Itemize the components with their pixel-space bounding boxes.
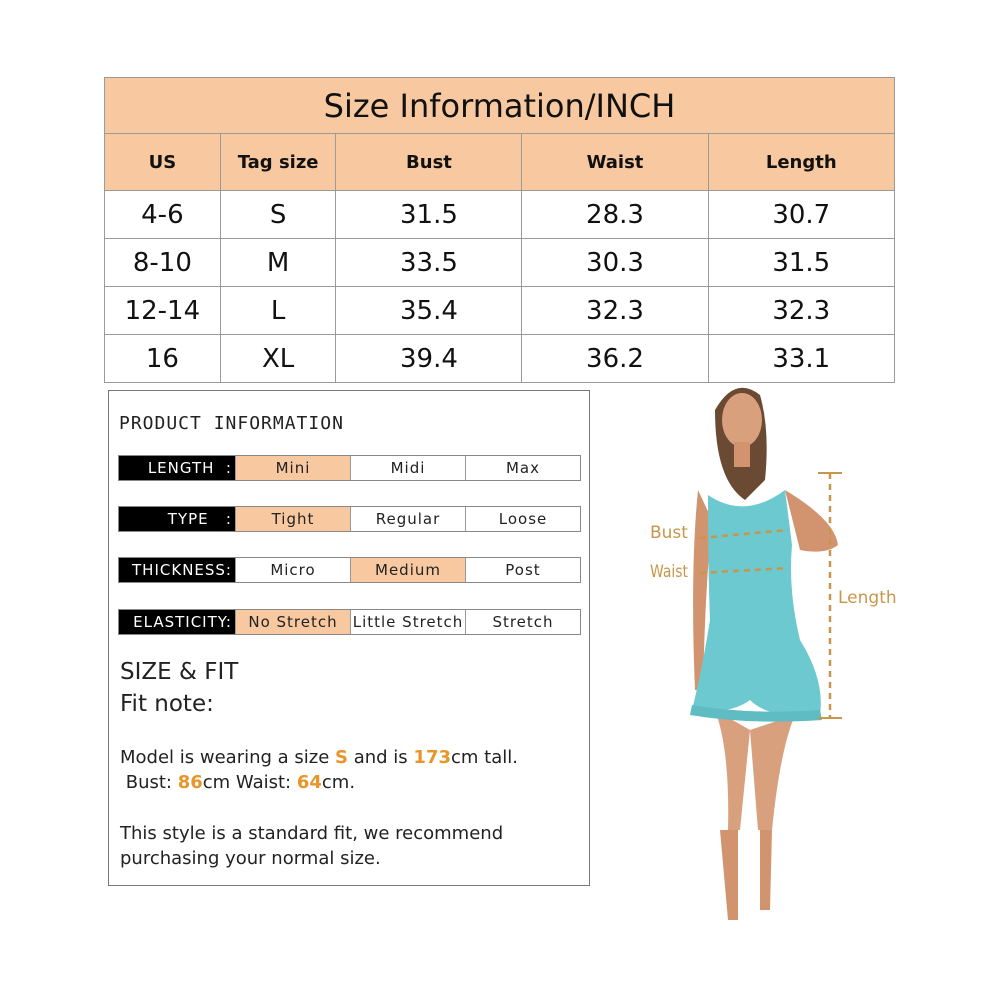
- table-cell: 16: [104, 334, 221, 383]
- table-cell: XL: [219, 334, 337, 383]
- column-header: Bust: [335, 133, 523, 191]
- column-header: US: [104, 133, 221, 191]
- table-cell: 32.3: [707, 286, 896, 335]
- column-header: Length: [707, 133, 896, 191]
- attribute-option: Little Stretch: [350, 610, 465, 634]
- table-cell: 30.7: [707, 190, 896, 239]
- attribute-option: Regular: [350, 507, 465, 531]
- attribute-option: Medium: [350, 558, 465, 582]
- size-fit-title: SIZE & FIT: [120, 659, 239, 685]
- waist-label: Waist: [650, 562, 688, 582]
- attribute-option: Midi: [350, 456, 465, 480]
- table-cell: 36.2: [521, 334, 709, 383]
- table-cell: 33.1: [707, 334, 896, 383]
- table-cell: 30.3: [521, 238, 709, 287]
- measure-lines: [699, 473, 832, 718]
- model-line-1: Model is wearing a size S and is 173cm t…: [120, 747, 518, 768]
- fit-note: Fit note:: [120, 691, 214, 717]
- attribute-row: ELASTICITY: No Stretch Little Stretch Stret…: [118, 609, 581, 635]
- table-cell: S: [219, 190, 337, 239]
- table-cell: 31.5: [707, 238, 896, 287]
- attribute-label: LENGTH :: [119, 456, 235, 480]
- table-row: 4-6 S 31.5 28.3 30.7: [104, 190, 896, 239]
- table-cell: M: [219, 238, 337, 287]
- attribute-label: THICKNESS:: [119, 558, 235, 582]
- table-cell: 31.5: [335, 190, 523, 239]
- table-cell: L: [219, 286, 337, 335]
- table-cell: 4-6: [104, 190, 221, 239]
- attribute-option: Loose: [465, 507, 580, 531]
- table-row: 16 XL 39.4 36.2 33.1: [104, 334, 896, 383]
- model-photo: Bust Waist Length: [650, 387, 897, 920]
- table-title: Size Information/INCH: [104, 77, 895, 134]
- attribute-option: Tight: [235, 507, 350, 531]
- attribute-option: Mini: [235, 456, 350, 480]
- attribute-option: No Stretch: [235, 610, 350, 634]
- attribute-row: LENGTH : Mini Midi Max: [118, 455, 581, 481]
- table-row: 8-10 M 33.5 30.3 31.5: [104, 238, 896, 287]
- table-cell: 12-14: [104, 286, 221, 335]
- attribute-row: TYPE : Tight Regular Loose: [118, 506, 581, 532]
- attribute-option: Stretch: [465, 610, 580, 634]
- attribute-option: Max: [465, 456, 580, 480]
- style-note: This style is a standard fit, we recomme…: [120, 823, 504, 869]
- table-cell: 28.3: [521, 190, 709, 239]
- bust-label: Bust: [650, 523, 688, 543]
- table-cell: 32.3: [521, 286, 709, 335]
- size-table: Size Information/INCH US Tag size Bust Wais…: [104, 77, 896, 383]
- model-line-2: Bust: 86cm Waist: 64cm.: [120, 772, 356, 793]
- product-info-title: PRODUCT INFORMATION: [119, 413, 344, 434]
- column-header: Waist: [521, 133, 709, 191]
- attribute-option: Post: [465, 558, 580, 582]
- table-cell: 35.4: [335, 286, 523, 335]
- attribute-option: Micro: [235, 558, 350, 582]
- attribute-label: TYPE :: [119, 507, 235, 531]
- attribute-row: THICKNESS: Micro Medium Post: [118, 557, 581, 583]
- model-figure: [690, 387, 838, 920]
- table-cell: 39.4: [335, 334, 523, 383]
- length-label: Length: [838, 588, 897, 608]
- table-row: 12-14 L 35.4 32.3 32.3: [104, 286, 896, 335]
- attribute-label: ELASTICITY:: [119, 610, 235, 634]
- column-header: Tag size: [219, 133, 337, 191]
- product-information-panel: PRODUCT INFORMATION LENGTH : Mini Midi Max T…: [108, 390, 590, 886]
- table-cell: 33.5: [335, 238, 523, 287]
- table-cell: 8-10: [104, 238, 221, 287]
